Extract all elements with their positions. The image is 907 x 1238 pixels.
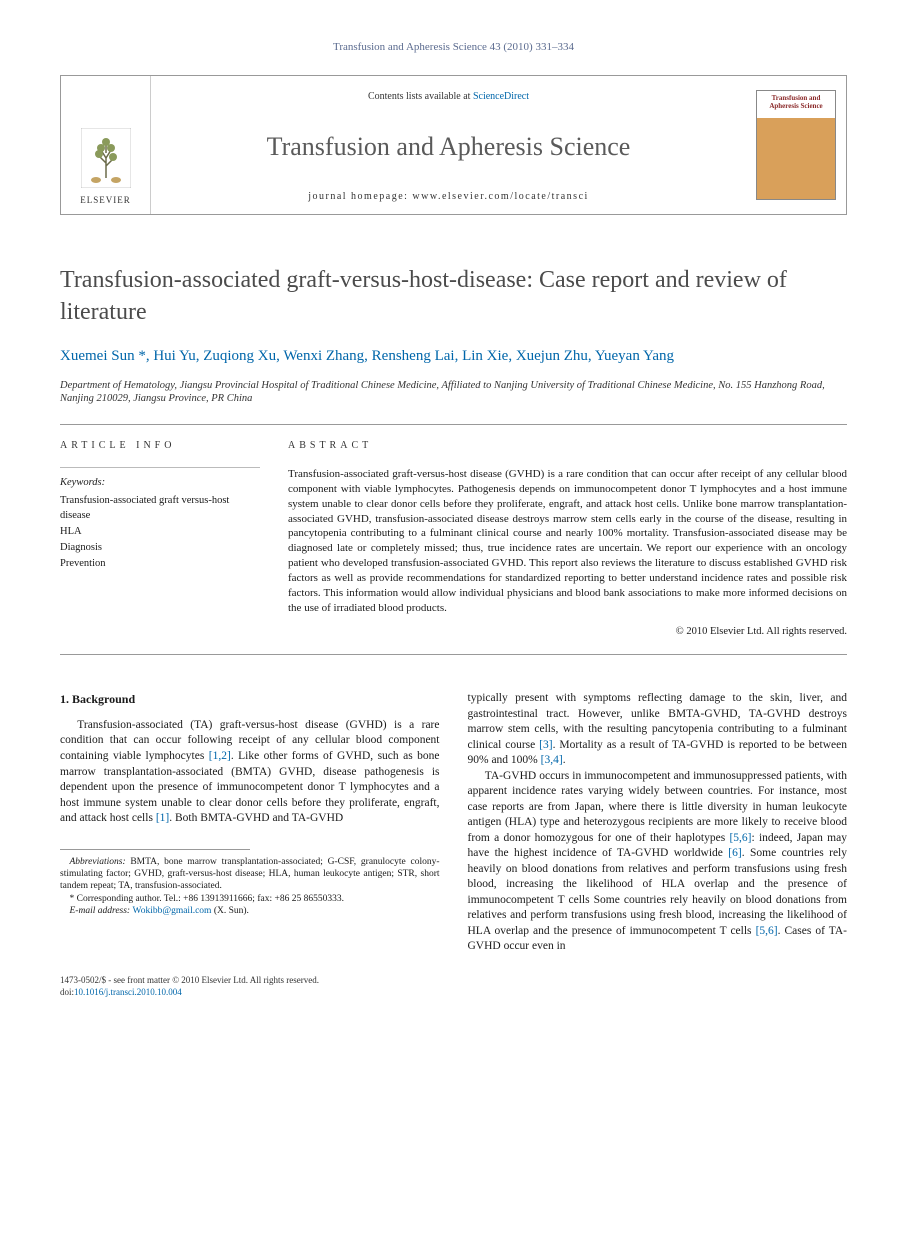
author-list: Xuemei Sun *, Hui Yu, Zuqiong Xu, Wenxi … — [60, 346, 847, 367]
abbrev-label: Abbreviations: — [70, 857, 126, 867]
body-paragraph: typically present with symptoms reflecti… — [468, 691, 848, 769]
abstract-copyright: © 2010 Elsevier Ltd. All rights reserved… — [288, 625, 847, 640]
keyword-item: Diagnosis — [60, 540, 260, 556]
info-abstract-row: ARTICLE INFO Keywords: Transfusion-assoc… — [60, 439, 847, 640]
authors-line[interactable]: Xuemei Sun *, Hui Yu, Zuqiong Xu, Wenxi … — [60, 348, 674, 364]
body-columns: 1. Background Transfusion-associated (TA… — [60, 691, 847, 955]
divider — [60, 424, 847, 425]
corr-label: * Corresponding author. — [70, 894, 164, 904]
citation-link[interactable]: [3] — [539, 739, 552, 751]
footer-block: 1473-0502/$ - see front matter © 2010 El… — [60, 975, 847, 998]
abstract-column: ABSTRACT Transfusion-associated graft-ve… — [288, 439, 847, 640]
info-divider — [60, 467, 260, 468]
email-suffix: (X. Sun). — [211, 906, 248, 916]
email-footnote: E-mail address: Wokibb@gmail.com (X. Sun… — [60, 905, 440, 917]
homepage-prefix: journal homepage: — [308, 191, 412, 202]
header-citation: Transfusion and Apheresis Science 43 (20… — [60, 40, 847, 55]
body-text: . Both BMTA-GVHD and TA-GVHD — [169, 812, 343, 824]
doi-link[interactable]: 10.1016/j.transci.2010.10.004 — [74, 987, 182, 997]
body-column-right: typically present with symptoms reflecti… — [468, 691, 848, 955]
email-label: E-mail address: — [70, 906, 133, 916]
contents-prefix: Contents lists available at — [368, 91, 473, 102]
corresponding-author-footnote: * Corresponding author. Tel.: +86 139139… — [60, 893, 440, 905]
footnote-divider — [60, 849, 250, 850]
article-info-heading: ARTICLE INFO — [60, 439, 260, 453]
body-text: . — [563, 754, 566, 766]
abbreviations-footnote: Abbreviations: BMTA, bone marrow transpl… — [60, 856, 440, 893]
publisher-logo-block: ELSEVIER — [61, 76, 151, 214]
citation-link[interactable]: [6] — [728, 847, 741, 859]
keywords-label: Keywords: — [60, 476, 260, 491]
citation-link[interactable]: [1] — [156, 812, 169, 824]
article-title: Transfusion-associated graft-versus-host… — [60, 265, 847, 327]
publisher-name: ELSEVIER — [80, 194, 131, 207]
journal-masthead: ELSEVIER Contents lists available at Sci… — [60, 75, 847, 215]
contents-available-line: Contents lists available at ScienceDirec… — [161, 90, 736, 104]
keyword-item: Transfusion-associated graft versus-host… — [60, 493, 260, 525]
issn-copyright-line: 1473-0502/$ - see front matter © 2010 El… — [60, 975, 847, 987]
cover-thumbnail-block: Transfusion and Apheresis Science — [746, 76, 846, 214]
citation-link[interactable]: [3,4] — [541, 754, 563, 766]
sciencedirect-link[interactable]: ScienceDirect — [473, 91, 529, 102]
body-paragraph: Transfusion-associated (TA) graft-versus… — [60, 718, 440, 827]
journal-name: Transfusion and Apheresis Science — [161, 129, 736, 165]
affiliation: Department of Hematology, Jiangsu Provin… — [60, 379, 847, 406]
abstract-heading: ABSTRACT — [288, 439, 847, 453]
doi-line: doi:10.1016/j.transci.2010.10.004 — [60, 987, 847, 999]
abstract-text: Transfusion-associated graft-versus-host… — [288, 467, 847, 615]
cover-title-text: Transfusion and Apheresis Science — [761, 95, 831, 110]
masthead-center: Contents lists available at ScienceDirec… — [151, 76, 746, 214]
citation-link[interactable]: [5,6] — [729, 832, 751, 844]
keyword-item: HLA — [60, 524, 260, 540]
keyword-item: Prevention — [60, 556, 260, 572]
citation-link[interactable]: [1,2] — [209, 750, 231, 762]
article-info-column: ARTICLE INFO Keywords: Transfusion-assoc… — [60, 439, 260, 640]
section-heading-background: 1. Background — [60, 691, 440, 708]
homepage-url: www.elsevier.com/locate/transci — [412, 191, 588, 202]
citation-link[interactable]: [5,6] — [756, 925, 778, 937]
body-column-left: 1. Background Transfusion-associated (TA… — [60, 691, 440, 955]
body-paragraph: TA-GVHD occurs in immunocompetent and im… — [468, 769, 848, 955]
elsevier-tree-icon — [81, 128, 131, 188]
doi-prefix: doi: — [60, 987, 74, 997]
journal-homepage-line: journal homepage: www.elsevier.com/locat… — [161, 190, 736, 204]
journal-cover-thumbnail: Transfusion and Apheresis Science — [756, 90, 836, 200]
corr-text: Tel.: +86 13913911666; fax: +86 25 86550… — [164, 894, 344, 904]
email-link[interactable]: Wokibb@gmail.com — [132, 906, 211, 916]
divider — [60, 654, 847, 655]
